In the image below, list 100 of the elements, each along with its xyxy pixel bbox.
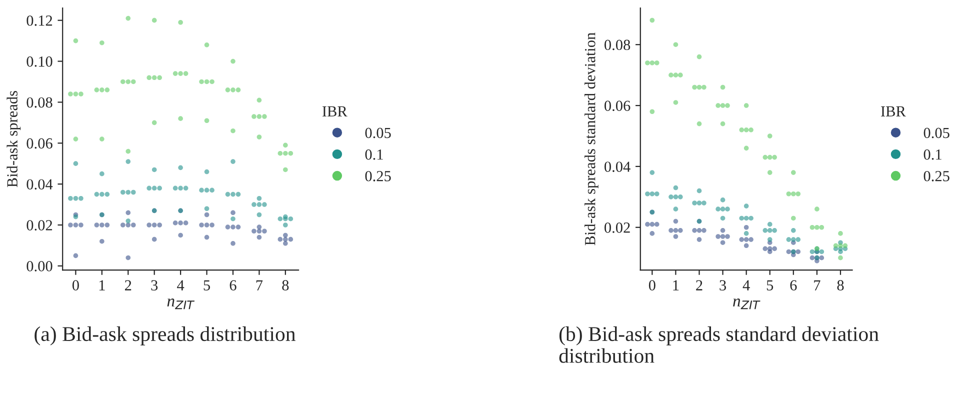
x-axis-title: n$_{ZIT}$ bbox=[167, 298, 195, 310]
point bbox=[152, 236, 157, 242]
point bbox=[720, 198, 726, 202]
point bbox=[236, 88, 241, 92]
point bbox=[283, 142, 288, 148]
point bbox=[692, 228, 697, 233]
point bbox=[210, 79, 214, 84]
point bbox=[152, 18, 157, 23]
point bbox=[152, 75, 157, 80]
point bbox=[126, 159, 131, 164]
point bbox=[744, 103, 749, 108]
x-tick-label: 4 bbox=[742, 280, 750, 290]
point bbox=[157, 222, 162, 228]
point bbox=[720, 234, 726, 239]
point bbox=[183, 186, 188, 191]
point bbox=[178, 165, 183, 170]
x-tick-label: 0 bbox=[72, 280, 79, 290]
point bbox=[739, 216, 744, 221]
point bbox=[654, 222, 660, 227]
point bbox=[68, 92, 73, 96]
x-tick-label: 6 bbox=[790, 280, 797, 290]
point bbox=[767, 170, 772, 175]
point bbox=[791, 237, 796, 242]
point bbox=[668, 194, 674, 200]
point bbox=[100, 171, 104, 176]
point bbox=[100, 136, 104, 142]
point bbox=[650, 18, 655, 23]
y-tick-label: 0.04 bbox=[604, 162, 630, 172]
point bbox=[236, 192, 241, 197]
point bbox=[225, 88, 230, 92]
point bbox=[791, 216, 796, 221]
point bbox=[94, 222, 100, 228]
point bbox=[819, 224, 824, 230]
point bbox=[94, 88, 100, 92]
point bbox=[225, 224, 230, 230]
point bbox=[146, 75, 152, 80]
point bbox=[256, 202, 262, 207]
point bbox=[762, 154, 768, 160]
point bbox=[230, 128, 236, 134]
point bbox=[262, 202, 267, 207]
point bbox=[744, 216, 749, 221]
point bbox=[256, 98, 262, 103]
point bbox=[130, 190, 136, 195]
y-tick-label: 0.08 bbox=[26, 97, 52, 108]
point bbox=[73, 196, 78, 201]
point bbox=[673, 194, 678, 200]
point bbox=[152, 120, 157, 126]
point bbox=[796, 191, 801, 196]
point bbox=[673, 185, 678, 190]
point bbox=[696, 84, 702, 90]
y-tick-label: 0.12 bbox=[26, 15, 52, 26]
point bbox=[696, 188, 702, 194]
point bbox=[673, 218, 678, 224]
point bbox=[786, 237, 792, 242]
point bbox=[725, 103, 730, 108]
point bbox=[126, 190, 131, 195]
point bbox=[673, 72, 678, 78]
point bbox=[230, 241, 236, 246]
point bbox=[210, 188, 214, 193]
point bbox=[283, 222, 288, 228]
x-tick-label: 3 bbox=[720, 280, 726, 290]
point bbox=[225, 192, 230, 197]
point bbox=[767, 134, 772, 138]
point bbox=[673, 206, 678, 212]
point bbox=[791, 228, 796, 233]
point bbox=[178, 71, 183, 76]
point bbox=[256, 134, 262, 140]
point bbox=[744, 237, 749, 242]
point bbox=[650, 231, 655, 236]
point bbox=[702, 228, 706, 233]
point bbox=[283, 236, 288, 242]
point bbox=[146, 222, 152, 228]
point bbox=[73, 38, 78, 44]
point bbox=[172, 220, 178, 226]
legend-label: 0.25 bbox=[924, 170, 950, 182]
point bbox=[199, 79, 204, 84]
point bbox=[73, 161, 78, 166]
point bbox=[767, 222, 772, 227]
point bbox=[256, 212, 262, 218]
point bbox=[673, 100, 678, 105]
point bbox=[78, 222, 84, 228]
point bbox=[796, 249, 801, 254]
x-tick-label: 8 bbox=[282, 280, 289, 290]
y-tick-label: 0.02 bbox=[604, 222, 630, 233]
point bbox=[668, 72, 674, 78]
point bbox=[152, 186, 157, 191]
y-tick-label: 0.00 bbox=[26, 261, 52, 272]
point bbox=[772, 154, 777, 160]
y-tick-label: 0.08 bbox=[604, 40, 630, 50]
point bbox=[791, 191, 796, 196]
point bbox=[68, 222, 73, 228]
point bbox=[819, 249, 824, 254]
point bbox=[696, 54, 702, 60]
point bbox=[78, 92, 84, 96]
point bbox=[130, 79, 136, 84]
point bbox=[744, 243, 749, 248]
point bbox=[94, 192, 100, 197]
point bbox=[126, 16, 131, 21]
x-tick-label: 7 bbox=[814, 280, 820, 290]
point bbox=[278, 236, 283, 242]
